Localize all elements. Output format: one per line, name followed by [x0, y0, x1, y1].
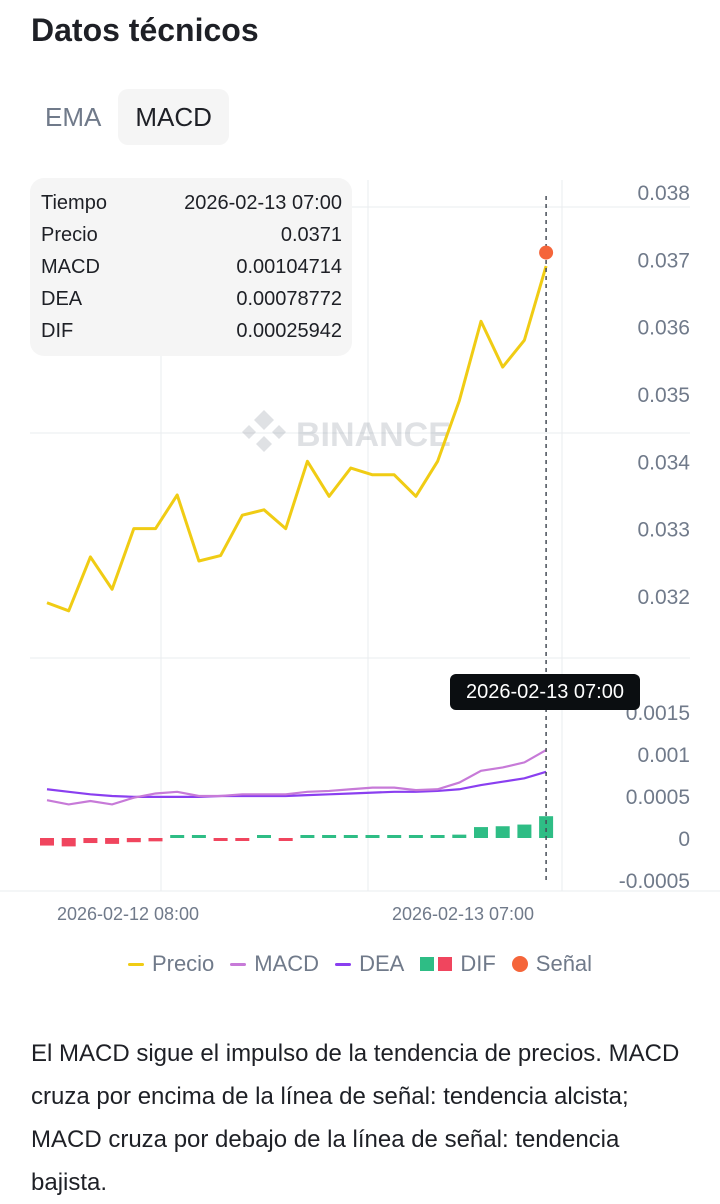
price-line — [46, 265, 548, 613]
y-tick-label-macd: 0.0005 — [626, 786, 690, 809]
dif-bar — [452, 834, 467, 838]
tooltip-row-dif: DIF 0.00025942 — [41, 316, 342, 348]
dif-bar — [322, 835, 337, 838]
legend-label: DIF — [460, 951, 496, 976]
legend-item-macd[interactable]: MACD — [230, 951, 319, 977]
legend-swatch-price — [127, 962, 144, 966]
dif-bar — [40, 838, 54, 846]
legend-label: DEA — [359, 951, 405, 976]
technical-chart[interactable]: BINANCE 0.038 0.037 0.036 0.035 0.034 0.033 0.0… — [0, 160, 720, 940]
legend-label: MACD — [254, 951, 320, 976]
tab-macd[interactable]: MACD — [118, 89, 229, 145]
y-tick-label-macd: 0.001 — [637, 744, 690, 767]
data-tooltip: Tiempo 2026-02-13 07:00 Precio 0.0371 MA… — [30, 178, 352, 356]
tooltip-row-price: Precio 0.0371 — [41, 220, 342, 252]
binance-logo-icon — [242, 410, 286, 452]
legend-swatch-dea — [335, 962, 352, 966]
x-tick-label: 2026-02-12 08:00 — [57, 904, 199, 924]
legend-label: Precio — [151, 951, 215, 976]
legend-swatch-dif-neg — [438, 957, 453, 971]
y-tick-label-price: 0.035 — [637, 384, 690, 407]
crosshair-time-box — [450, 674, 640, 710]
dif-bar — [365, 835, 380, 838]
y-tick-label-macd: 0 — [678, 828, 690, 851]
dif-bar — [105, 838, 120, 844]
dif-bar — [191, 835, 206, 838]
macd-line — [46, 749, 547, 806]
tooltip-value: 0.00078772 — [236, 288, 342, 310]
legend-swatch-signal — [511, 956, 528, 972]
y-tick-label-macd: -0.0005 — [619, 870, 690, 893]
binance-watermark: BINANCE — [242, 410, 451, 454]
indicator-tabs: EMA MACD — [28, 89, 229, 145]
tooltip-value: 0.0371 — [280, 224, 342, 246]
page-title: Datos técnicos — [31, 12, 259, 48]
dif-bar — [474, 827, 488, 838]
tooltip-label: MACD — [41, 256, 100, 278]
tooltip-label: Tiempo — [41, 192, 107, 214]
dif-bar — [126, 838, 141, 843]
dif-bar — [300, 835, 315, 838]
tooltip-row-macd: MACD 0.00104714 — [41, 252, 342, 284]
tooltip-row-time: Tiempo 2026-02-13 07:00 — [41, 188, 342, 220]
tooltip-label: DIF — [41, 320, 74, 342]
dif-bar — [387, 835, 402, 838]
dif-bar — [257, 835, 271, 838]
legend-swatch-dif-pos — [420, 957, 435, 971]
y-tick-label-price: 0.037 — [637, 249, 690, 272]
signal-point — [539, 245, 554, 260]
y-tick-label-macd: 0.0015 — [626, 702, 690, 725]
chart-legend: Precio MACD DEA DIF Señal — [0, 948, 720, 980]
dif-bar — [148, 838, 163, 842]
dif-bar — [213, 838, 228, 841]
x-tick-label: 2026-02-13 07:00 — [392, 904, 534, 924]
legend-item-dif[interactable]: DIF — [420, 951, 496, 977]
dif-bar — [430, 835, 445, 838]
tooltip-value: 0.00025942 — [236, 320, 342, 342]
dif-bar — [170, 835, 185, 838]
legend-label: Señal — [535, 951, 593, 976]
tab-ema[interactable]: EMA — [45, 102, 102, 132]
watermark-text: BINANCE — [296, 416, 451, 454]
dif-bar — [83, 838, 98, 844]
legend-item-price[interactable]: Precio — [127, 951, 215, 977]
legend-swatch-macd — [230, 962, 247, 966]
y-tick-label-price: 0.036 — [637, 317, 690, 340]
tooltip-value: 0.00104714 — [236, 256, 342, 278]
dif-bar — [61, 838, 76, 847]
dif-bar — [408, 835, 423, 838]
dif-bar — [517, 824, 532, 838]
macd-description: El MACD sigue el impulso de la tendencia… — [31, 1040, 680, 1196]
y-tick-label-price: 0.034 — [637, 451, 690, 474]
dif-bar — [343, 835, 358, 838]
dif-bar — [495, 826, 510, 838]
legend-item-dea[interactable]: DEA — [335, 951, 404, 977]
dea-line — [46, 770, 547, 798]
legend-item-signal[interactable]: Señal — [511, 951, 593, 977]
y-tick-label-price: 0.032 — [637, 586, 690, 609]
dif-bar — [539, 816, 554, 838]
tooltip-label: DEA — [41, 288, 83, 310]
dif-bar — [278, 838, 293, 841]
y-tick-label-price: 0.033 — [637, 519, 690, 542]
tooltip-label: Precio — [41, 224, 98, 246]
tooltip-row-dea: DEA 0.00078772 — [41, 284, 342, 316]
y-tick-label-price: 0.038 — [637, 182, 690, 205]
tooltip-value: 2026-02-13 07:00 — [184, 192, 342, 214]
crosshair-time-label: 2026-02-13 07:00 — [466, 681, 624, 703]
dif-bar — [235, 838, 250, 841]
